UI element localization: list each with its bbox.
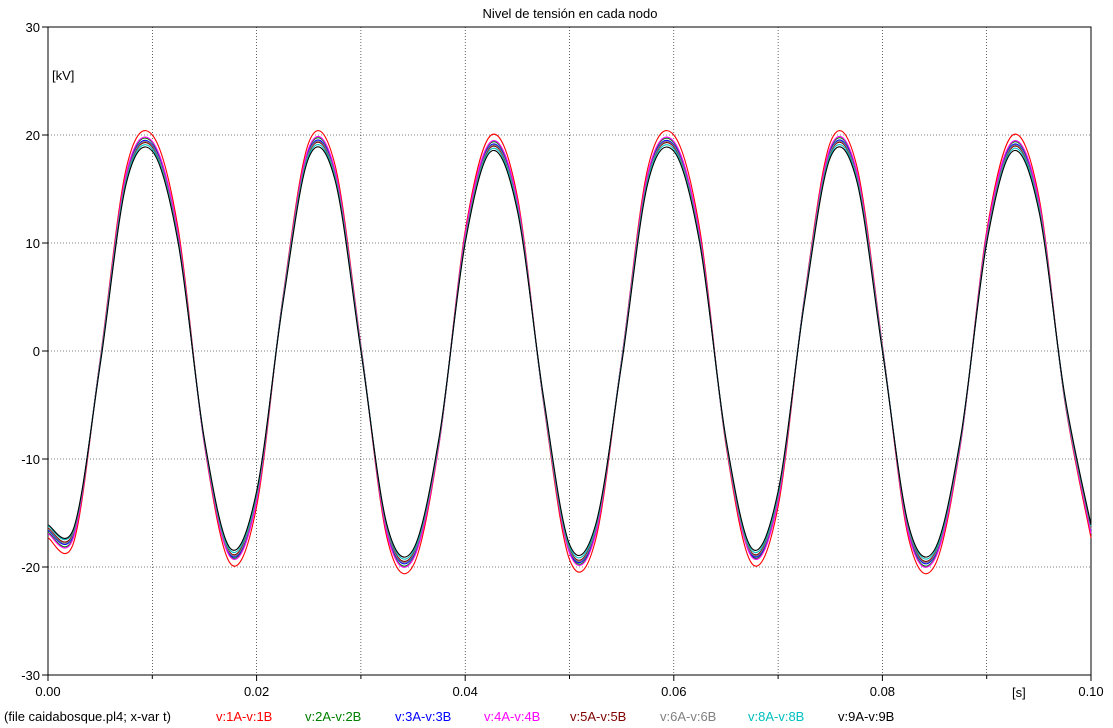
legend-entry: v:3A-v:3B bbox=[395, 709, 451, 724]
legend-entry: v:8A-v:8B bbox=[748, 709, 804, 724]
legend-entry: v:4A-v:4B bbox=[484, 709, 540, 724]
series-line-v-4a-v-4b bbox=[47, 135, 1092, 568]
y-axis-label: [kV] bbox=[52, 68, 74, 83]
legend-entry: v:9A-v:9B bbox=[838, 709, 894, 724]
x-axis-label: [s] bbox=[1012, 685, 1026, 700]
x-tick-label: 0.10 bbox=[1078, 684, 1103, 699]
y-tick-label: -10 bbox=[21, 452, 40, 467]
chart-title: Nivel de tensión en cada nodo bbox=[483, 6, 658, 21]
file-label: (file caidabosque.pl4; x-var t) bbox=[4, 709, 171, 724]
legend-entry: v:5A-v:5B bbox=[570, 709, 626, 724]
y-tick-label: 30 bbox=[26, 20, 40, 35]
x-tick-label: 0.00 bbox=[35, 684, 60, 699]
series-line-v-9a-v-9b bbox=[47, 146, 1092, 558]
grid bbox=[48, 27, 1091, 675]
series-group bbox=[47, 130, 1092, 575]
y-tick-label: -20 bbox=[21, 560, 40, 575]
legend-entry: v:2A-v:2B bbox=[305, 709, 361, 724]
series-line-v-6a-v-6b bbox=[47, 140, 1092, 564]
y-tick-label: 0 bbox=[33, 344, 40, 359]
y-tick-label: -30 bbox=[21, 668, 40, 683]
series-line-v-1a-v-1b bbox=[47, 130, 1092, 575]
axis-ticks: -30 -20 -10 0 10 20 30 0.00 0.02 0.04 0.06 0.08 0.10 bbox=[21, 20, 1103, 699]
x-tick-label: 0.08 bbox=[870, 684, 895, 699]
x-tick-label: 0.06 bbox=[661, 684, 686, 699]
legend-entry: v:1A-v:1B bbox=[216, 709, 272, 724]
legend-entry: v:6A-v:6B bbox=[660, 709, 716, 724]
y-tick-label: 10 bbox=[26, 236, 40, 251]
x-tick-label: 0.02 bbox=[244, 684, 269, 699]
legend: (file caidabosque.pl4; x-var t) v:1A-v:1… bbox=[4, 709, 894, 724]
x-tick-label: 0.04 bbox=[453, 684, 478, 699]
y-tick-label: 20 bbox=[26, 128, 40, 143]
